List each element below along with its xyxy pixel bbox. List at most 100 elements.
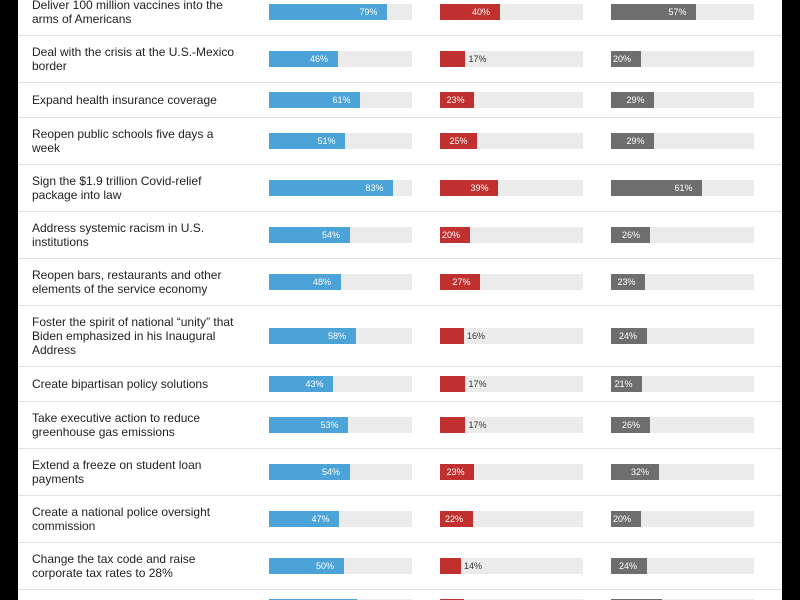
- value-label: 20%: [612, 54, 631, 64]
- bar-track: 39%: [439, 180, 583, 196]
- bar-track: 23%: [439, 464, 583, 480]
- bar: [268, 51, 338, 67]
- bar: [610, 51, 641, 67]
- bar-track: 50%: [268, 558, 412, 574]
- bar-track: 53%: [268, 417, 412, 433]
- value-label: 22%: [444, 514, 463, 524]
- bar: [268, 92, 361, 108]
- row-label: Extend a freeze on student loan payments: [32, 458, 202, 486]
- value-label: 17%: [468, 420, 487, 430]
- bar: [439, 328, 464, 344]
- row: Change the tax code and raise corporate …: [18, 543, 782, 590]
- bar: [268, 376, 334, 392]
- bar-track: 20%: [610, 511, 754, 527]
- bar-track: 83%: [268, 180, 412, 196]
- rows: Deliver 100 million vaccines into the ar…: [18, 0, 782, 600]
- bar: [610, 227, 650, 243]
- value-label: 23%: [617, 277, 636, 287]
- bar-track: 43%: [268, 376, 412, 392]
- row-label: Reopen public schools five days a week: [32, 127, 214, 155]
- bar: [268, 558, 344, 574]
- bar-track: 29%: [610, 133, 754, 149]
- value-label: 83%: [365, 183, 384, 193]
- value-label: 24%: [618, 561, 637, 571]
- value-label: 46%: [309, 54, 328, 64]
- bar-track: 57%: [610, 4, 754, 20]
- bar-track: 61%: [268, 92, 412, 108]
- bar: [610, 511, 641, 527]
- value-label: 47%: [311, 514, 330, 524]
- row: Create a national police oversight commi…: [18, 496, 782, 543]
- row: Take executive action to reduce greenhou…: [18, 402, 782, 449]
- bar: [439, 180, 499, 196]
- bar-track: 27%: [439, 274, 583, 290]
- bar: [268, 417, 349, 433]
- bar: [268, 133, 346, 149]
- bar: [439, 558, 461, 574]
- bar-track: 17%: [439, 51, 583, 67]
- bar: [610, 417, 650, 433]
- bar-track: 58%: [268, 328, 412, 344]
- bar: [610, 92, 655, 108]
- row: Foster the spirit of national “unity” th…: [18, 306, 782, 367]
- value-label: 50%: [315, 561, 334, 571]
- value-label: 17%: [468, 54, 487, 64]
- value-label: 24%: [618, 331, 637, 341]
- row: Rejoin the Paris climate agreement59%16%…: [18, 590, 782, 600]
- bar-track: 23%: [610, 274, 754, 290]
- value-label: 51%: [317, 136, 336, 146]
- bar-track: 23%: [439, 92, 583, 108]
- value-label: 57%: [668, 7, 687, 17]
- bar-track: 24%: [610, 328, 754, 344]
- value-label: 14%: [463, 561, 482, 571]
- bar-track: 22%: [439, 511, 583, 527]
- value-label: 25%: [449, 136, 468, 146]
- value-label: 26%: [621, 420, 640, 430]
- row: Deliver 100 million vaccines into the ar…: [18, 0, 782, 36]
- bar-track: 79%: [268, 4, 412, 20]
- chart-panel: Deliver 100 million vaccines into the ar…: [18, 0, 782, 600]
- bar-track: 32%: [610, 464, 754, 480]
- value-label: 29%: [626, 95, 645, 105]
- bar: [439, 92, 475, 108]
- bar: [439, 4, 500, 20]
- bar-track: 20%: [439, 227, 583, 243]
- bar-track: 21%: [610, 376, 754, 392]
- bar: [439, 376, 466, 392]
- row-label: Reopen bars, restaurants and other eleme…: [32, 268, 222, 296]
- bar: [439, 417, 466, 433]
- bar: [268, 227, 350, 243]
- row-label: Deal with the crisis at the U.S.-Mexico …: [32, 45, 235, 73]
- value-label: 43%: [305, 379, 324, 389]
- value-label: 20%: [612, 514, 631, 524]
- value-label: 40%: [471, 7, 490, 17]
- value-label: 21%: [614, 379, 633, 389]
- value-label: 29%: [626, 136, 645, 146]
- row-label: Address systemic racism in U.S. institut…: [32, 221, 205, 249]
- bar: [268, 511, 340, 527]
- bar-track: 17%: [439, 376, 583, 392]
- value-label: 23%: [446, 95, 465, 105]
- row-label: Sign the $1.9 trillion Covid-relief pack…: [32, 174, 202, 202]
- bar-track: 54%: [268, 227, 412, 243]
- bar: [610, 274, 646, 290]
- bar-track: 54%: [268, 464, 412, 480]
- bar-track: 16%: [439, 328, 583, 344]
- value-label: 27%: [452, 277, 471, 287]
- bar: [610, 4, 697, 20]
- value-label: 54%: [321, 467, 340, 477]
- bar: [610, 464, 659, 480]
- bar: [439, 51, 466, 67]
- bar: [268, 180, 394, 196]
- bar: [439, 227, 470, 243]
- row: Extend a freeze on student loan payments…: [18, 449, 782, 496]
- bar: [268, 328, 356, 344]
- bar: [610, 180, 703, 196]
- bar: [610, 133, 655, 149]
- row-label: Create bipartisan policy solutions: [32, 377, 209, 391]
- row: Reopen public schools five days a week 51…: [18, 118, 782, 165]
- value-label: 23%: [446, 467, 465, 477]
- bar-track: 24%: [610, 558, 754, 574]
- value-label: 79%: [359, 7, 378, 17]
- bar: [268, 4, 388, 20]
